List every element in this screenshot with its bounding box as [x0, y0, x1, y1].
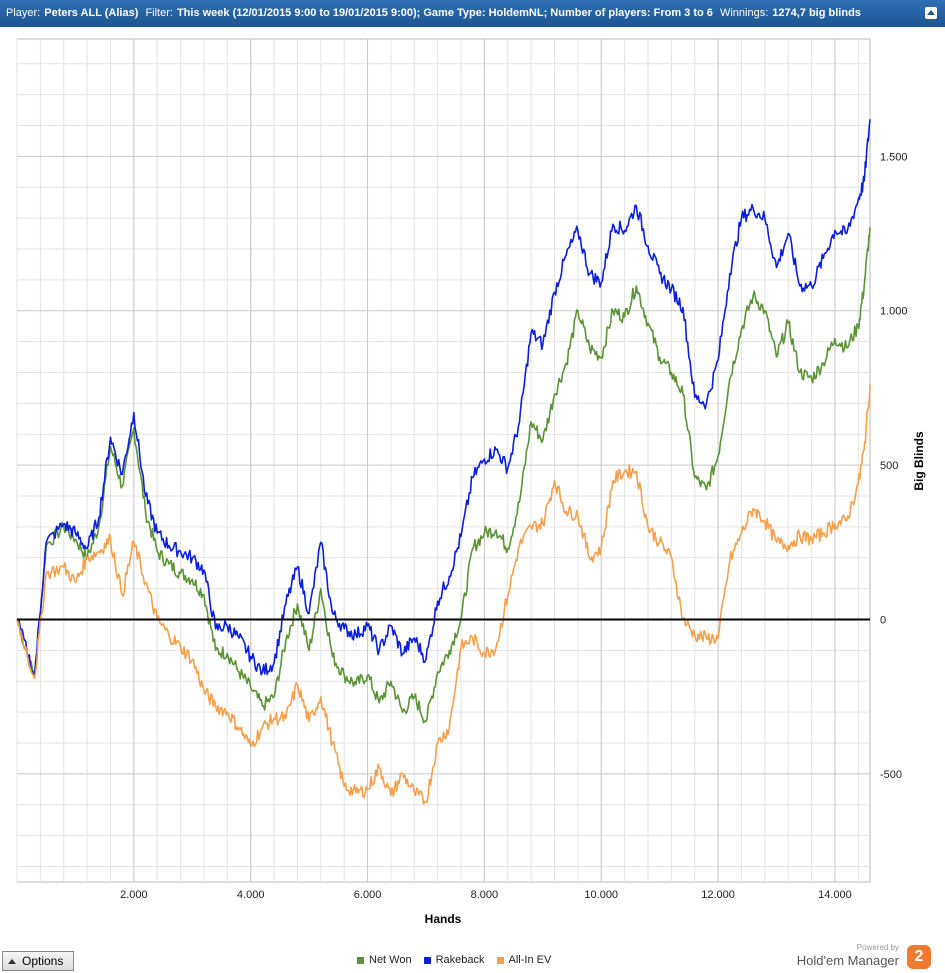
filter-label: Filter:	[145, 7, 173, 19]
series-line-all-in-ev	[16, 384, 871, 805]
legend-item-rakeback[interactable]: Rakeback	[423, 954, 485, 966]
axes: 2.000 4.000 6.000 8.000 10.000 12.000 14.000 -5…	[17, 151, 908, 901]
y-tick-label: -500	[880, 769, 902, 781]
y-tick-label: 1.500	[880, 151, 908, 163]
report-header: Player: Peters ALL (Alias) Filter: This we…	[0, 0, 945, 27]
winnings-value: 1274,7 big blinds	[772, 7, 861, 19]
legend-label-net-won: Net Won	[369, 954, 412, 966]
series-lines	[16, 119, 871, 805]
legend-swatch-rakeback	[423, 956, 431, 964]
hm2-badge-icon: 2	[907, 945, 931, 969]
y-tick-label: 0	[880, 615, 886, 627]
options-button[interactable]: Options	[2, 951, 74, 971]
legend-item-all-in-ev[interactable]: All-In EV	[496, 954, 552, 966]
legend-swatch-net-won	[357, 956, 364, 964]
legend: Net Won Rakeback All-In EV	[357, 954, 551, 966]
series-line-net-won	[16, 227, 871, 724]
expand-up-icon	[8, 958, 16, 964]
winnings-label: Winnings:	[719, 7, 769, 19]
grid	[16, 39, 870, 882]
legend-item-net-won[interactable]: Net Won	[357, 954, 412, 966]
filter-value: This week (12/01/2015 9:00 to 19/01/2015…	[176, 7, 713, 19]
player-value: Peters ALL (Alias)	[44, 7, 139, 19]
x-tick-label: 14.000	[818, 889, 852, 901]
series-line-rakeback	[16, 119, 871, 676]
y-tick-label: 1.000	[880, 306, 908, 318]
player-label: Player:	[6, 7, 41, 19]
winnings-chart: 2.000 4.000 6.000 8.000 10.000 12.000 14.000 -5…	[16, 38, 926, 926]
options-label: Options	[22, 954, 64, 968]
x-tick-label: 10.000	[584, 889, 618, 901]
x-tick-label: 2.000	[120, 889, 148, 901]
legend-label-rakeback: Rakeback	[435, 954, 485, 966]
powered-by-text: Powered by	[856, 943, 899, 952]
legend-label-all-in-ev: All-In EV	[508, 954, 552, 966]
brand-name: Hold'em Manager	[796, 953, 899, 968]
collapse-icon[interactable]	[925, 7, 937, 19]
legend-swatch-all-in-ev	[496, 956, 504, 964]
plot-area	[16, 38, 871, 883]
x-tick-label: 4.000	[237, 889, 265, 901]
holdem-manager-logo: Powered by Hold'em Manager 2	[785, 943, 935, 971]
x-tick-label: 6.000	[354, 889, 382, 901]
x-tick-label: 8.000	[471, 889, 499, 901]
y-tick-label: 500	[880, 460, 898, 472]
x-axis-title: Hands	[425, 912, 462, 926]
x-tick-label: 12.000	[701, 889, 735, 901]
y-axis-title: Big Blinds	[912, 431, 926, 491]
